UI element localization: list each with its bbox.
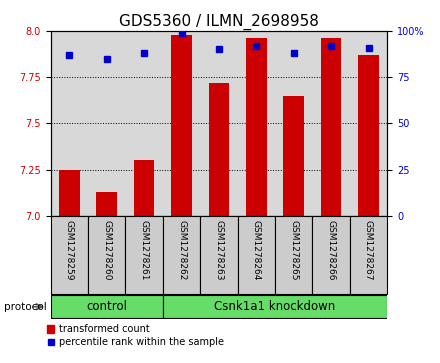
Title: GDS5360 / ILMN_2698958: GDS5360 / ILMN_2698958: [119, 13, 319, 29]
Text: GSM1278259: GSM1278259: [65, 220, 74, 280]
Text: GSM1278267: GSM1278267: [364, 220, 373, 280]
Bar: [171, 34, 192, 216]
Text: GSM1278260: GSM1278260: [102, 220, 111, 280]
Bar: [163, 295, 387, 318]
Text: GSM1278262: GSM1278262: [177, 220, 186, 280]
Bar: [200, 216, 238, 294]
Legend: transformed count, percentile rank within the sample: transformed count, percentile rank withi…: [47, 324, 224, 347]
Bar: [88, 216, 125, 294]
Bar: [312, 216, 350, 294]
Text: GSM1278265: GSM1278265: [289, 220, 298, 280]
Bar: [246, 38, 267, 216]
Bar: [350, 216, 387, 294]
Bar: [321, 38, 341, 216]
Bar: [134, 160, 154, 216]
Text: protocol: protocol: [4, 302, 47, 312]
Text: GSM1278264: GSM1278264: [252, 220, 261, 280]
Bar: [275, 216, 312, 294]
Text: Csnk1a1 knockdown: Csnk1a1 knockdown: [214, 300, 336, 313]
Text: GSM1278263: GSM1278263: [214, 220, 224, 280]
Text: control: control: [86, 300, 127, 313]
Bar: [96, 192, 117, 216]
Bar: [163, 216, 200, 294]
Bar: [51, 216, 88, 294]
Bar: [51, 295, 163, 318]
Bar: [238, 216, 275, 294]
Text: GSM1278261: GSM1278261: [139, 220, 149, 280]
Bar: [358, 55, 379, 216]
Bar: [209, 83, 229, 216]
Bar: [125, 216, 163, 294]
Text: GSM1278266: GSM1278266: [326, 220, 336, 280]
Bar: [59, 170, 80, 216]
Bar: [283, 95, 304, 216]
